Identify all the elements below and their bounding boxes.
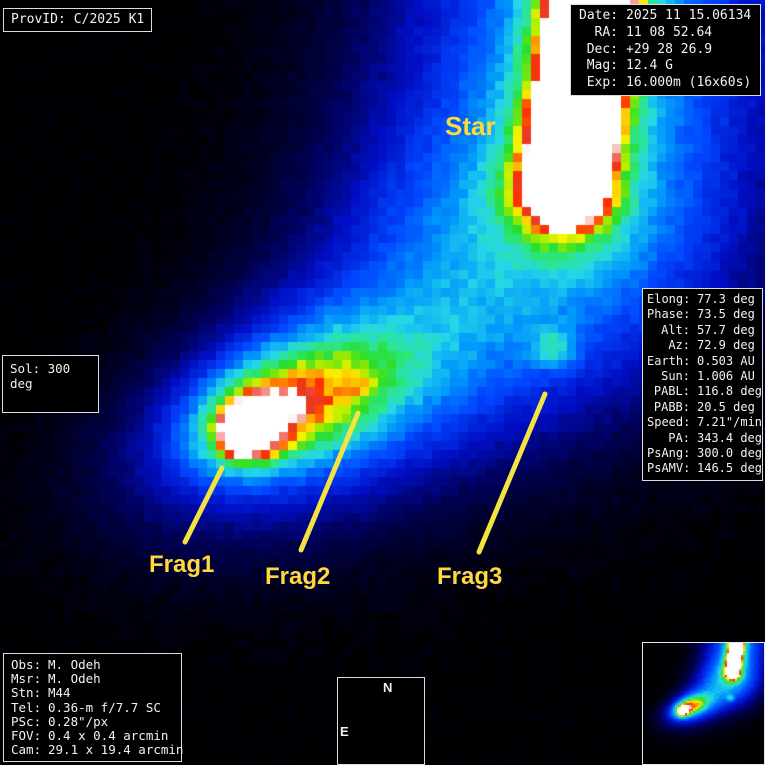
sun-direction-label: Sol: 300 deg bbox=[10, 361, 71, 391]
info-row: Earth: 0.503 AU bbox=[647, 354, 762, 369]
info-value: 146.5 deg bbox=[697, 461, 763, 476]
geometry-info-box: Elong: 77.3 deg Phase: 73.5 deg Alt: 57.… bbox=[642, 288, 763, 481]
info-label: PABL: bbox=[653, 384, 690, 399]
info-value: M. Odeh bbox=[48, 657, 101, 672]
info-value: 77.3 deg bbox=[697, 292, 755, 306]
info-label: Earth: bbox=[647, 353, 691, 368]
info-row: Dec: +29 28 26.9 bbox=[579, 42, 760, 59]
info-label: Cam: bbox=[11, 742, 42, 758]
info-value: M44 bbox=[48, 685, 71, 701]
info-label: Obs: bbox=[11, 657, 42, 672]
info-label: RA: bbox=[594, 24, 618, 40]
info-label: Sun: bbox=[661, 369, 690, 384]
info-value: M. Odeh bbox=[48, 671, 101, 687]
info-row: RA: 11 08 52.64 bbox=[579, 25, 760, 42]
info-value: 57.7 deg bbox=[697, 322, 755, 337]
info-row: Mag: 12.4 G bbox=[579, 58, 760, 75]
info-value: +29 28 26.9 bbox=[626, 41, 713, 57]
info-value: 300.0 deg bbox=[697, 446, 763, 461]
info-row: Obs: M. Odeh bbox=[11, 657, 181, 672]
info-label: Az: bbox=[668, 338, 690, 353]
info-label: FOV: bbox=[11, 728, 42, 744]
info-row: Tel: 0.36-m f/7.7 SC bbox=[11, 699, 181, 715]
info-label: Elong: bbox=[647, 292, 691, 306]
info-row: FOV: 0.4 x 0.4 arcmin bbox=[11, 728, 181, 744]
frag3-annotation-label: Frag3 bbox=[437, 563, 503, 590]
info-value: 11 08 52.64 bbox=[626, 24, 713, 40]
info-label: Msr: bbox=[11, 671, 42, 687]
info-label: Dec: bbox=[586, 41, 618, 57]
info-row: Stn: M44 bbox=[11, 686, 181, 700]
info-label: PsAMV: bbox=[647, 461, 691, 476]
info-label: Mag: bbox=[586, 58, 618, 74]
info-value: 2025 11 15.06134 bbox=[626, 8, 752, 23]
info-row: Alt: 57.7 deg bbox=[647, 323, 762, 338]
sun-direction-box: Sol: 300 deg bbox=[2, 355, 99, 413]
info-row: Sun: 1.006 AU bbox=[647, 369, 762, 384]
observer-info-box: Obs: M. Odeh Msr: M. Odeh Stn: M44 Tel: … bbox=[3, 653, 184, 763]
info-row: Speed: 7.21"/min bbox=[647, 415, 762, 430]
info-value: 0.36-m f/7.7 SC bbox=[48, 699, 161, 715]
info-value: 0.28"/px bbox=[48, 713, 109, 729]
info-row: Az: 72.9 deg bbox=[647, 338, 762, 353]
provid-label: ProvID: bbox=[11, 12, 66, 27]
compass-box bbox=[337, 677, 425, 765]
preview-inset[interactable] bbox=[642, 642, 765, 765]
star-annotation-label: Star bbox=[445, 111, 496, 141]
info-row: PA: 343.4 deg bbox=[647, 431, 762, 446]
compass-east-label: E bbox=[340, 724, 349, 739]
info-value: 12.4 G bbox=[626, 58, 673, 74]
info-row: Phase: 73.5 deg bbox=[647, 307, 762, 322]
info-value: 29.1 x 19.4 arcmin bbox=[48, 742, 184, 758]
info-row: PsAng: 300.0 deg bbox=[647, 446, 762, 461]
compass-north-label: N bbox=[383, 680, 393, 695]
info-label: Phase: bbox=[647, 307, 691, 322]
info-value: 7.21"/min bbox=[697, 415, 763, 430]
info-label: Exp: bbox=[586, 75, 618, 91]
observation-info-box: Date: 2025 11 15.06134 RA: 11 08 52.64 D… bbox=[570, 4, 761, 96]
info-value: 72.9 deg bbox=[697, 338, 755, 353]
info-row: Elong: 77.3 deg bbox=[647, 292, 762, 307]
info-label: PABB: bbox=[653, 399, 690, 414]
info-row: PABB: 20.5 deg bbox=[647, 400, 762, 415]
info-row: Date: 2025 11 15.06134 bbox=[579, 8, 760, 25]
frag1-annotation-label: Frag1 bbox=[149, 551, 215, 578]
info-row: PSc: 0.28"/px bbox=[11, 713, 181, 729]
info-label: PA: bbox=[668, 430, 690, 445]
info-label: Stn: bbox=[11, 685, 42, 701]
info-label: PsAng: bbox=[647, 446, 691, 461]
info-row: Cam: 29.1 x 19.4 arcmin bbox=[11, 742, 184, 758]
info-value: 73.5 deg bbox=[697, 307, 755, 322]
provid-row: ProvID: C/2025 K1 bbox=[11, 11, 144, 28]
provisional-id-box: ProvID: C/2025 K1 bbox=[3, 8, 153, 32]
info-row: PsAMV: 146.5 deg bbox=[647, 461, 762, 476]
info-label: Alt: bbox=[661, 322, 690, 337]
info-value: 0.4 x 0.4 arcmin bbox=[48, 728, 169, 744]
info-value: 116.8 deg bbox=[696, 384, 762, 399]
info-label: Date: bbox=[579, 8, 619, 23]
info-label: Tel: bbox=[11, 699, 42, 715]
info-row: Exp: 16.000m (16x60s) bbox=[579, 75, 760, 92]
info-row: Msr: M. Odeh bbox=[11, 672, 181, 686]
info-row: PABL: 116.8 deg bbox=[647, 384, 762, 399]
info-label: PSc: bbox=[11, 713, 42, 729]
preview-inset-canvas[interactable] bbox=[643, 643, 764, 764]
info-value: 20.5 deg bbox=[697, 399, 755, 414]
frag2-annotation-label: Frag2 bbox=[265, 563, 331, 590]
provid-value: C/2025 K1 bbox=[73, 12, 145, 27]
info-value: 343.4 deg bbox=[696, 430, 762, 445]
info-label: Speed: bbox=[647, 415, 691, 430]
info-value: 16.000m (16x60s) bbox=[626, 75, 752, 91]
info-value: 1.006 AU bbox=[697, 369, 755, 384]
info-value: 0.503 AU bbox=[697, 353, 755, 368]
